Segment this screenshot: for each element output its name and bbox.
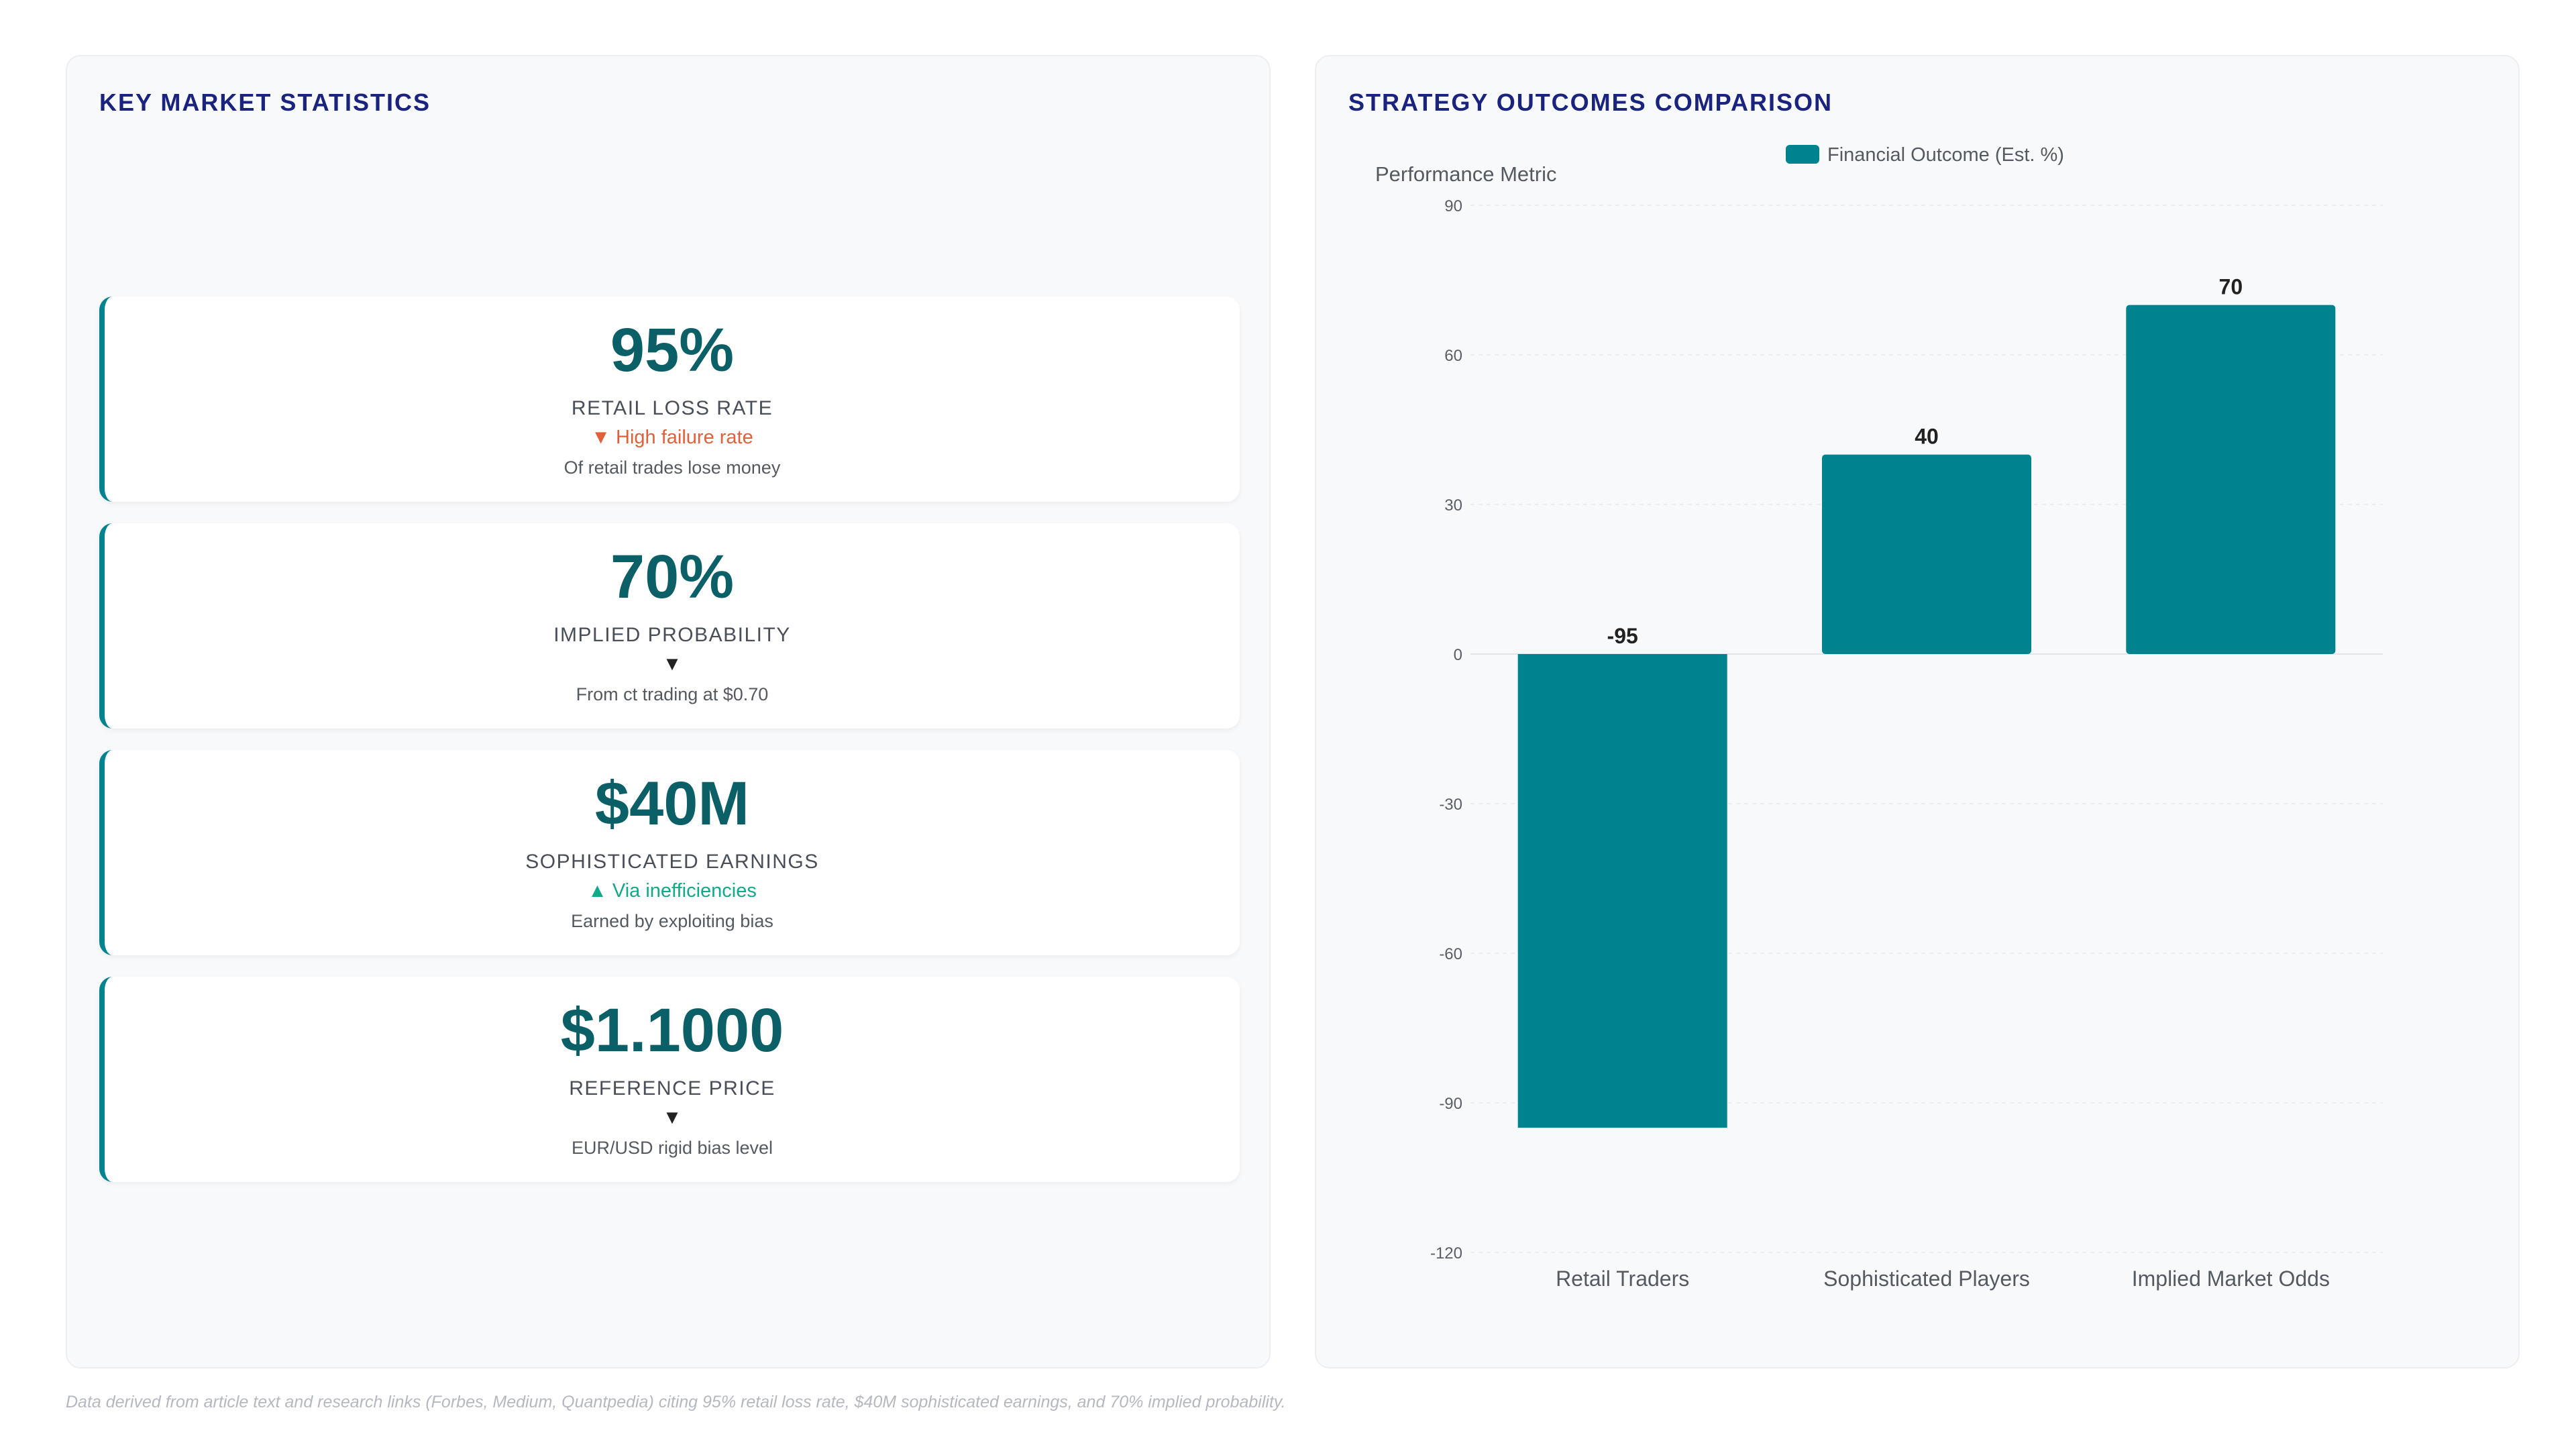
bar [1517,654,1727,1128]
stat-trend: ▼ [662,653,682,675]
stat-value: $1.1000 [560,996,784,1065]
stat-label: RETAIL LOSS RATE [571,397,773,419]
stat-description: Of retail trades lose money [564,458,781,478]
y-tick-label: 0 [1454,646,1462,664]
footnote: Data derived from article text and resea… [66,1393,1286,1411]
panel-title: KEY MARKET STATISTICS [99,89,431,116]
stat-label: SOPHISTICATED EARNINGS [525,851,819,873]
stat-description: From ct trading at $0.70 [576,684,769,704]
stat-card-reference-price: $1.1000 REFERENCE PRICE ▼ EUR/USD rigid … [99,977,1240,1182]
stat-trend: ▼ [662,1107,682,1128]
stat-card-sophisticated-earnings: $40M SOPHISTICATED EARNINGS ▲ Via ineffi… [99,750,1240,955]
y-tick-label: 90 [1444,197,1462,215]
stat-card-implied-probability: 70% IMPLIED PROBABILITY ▼ From ct tradin… [99,523,1240,729]
legend-label: Financial Outcome (Est. %) [1827,144,2064,166]
stat-value: 95% [610,316,735,384]
strategy-outcomes-panel: STRATEGY OUTCOMES COMPARISON 90 60 30 0 -30 -… [1315,55,2520,1368]
stat-trend: ▲ Via inefficiencies [588,880,757,902]
y-tick-label: -30 [1439,796,1462,814]
stat-label: IMPLIED PROBABILITY [553,624,791,646]
bar [1822,454,2031,654]
bar-chart: 90 60 30 0 -30 -60 -90 -120 Performance Metric Fi… [1375,144,2383,1291]
y-axis-title: Performance Metric [1375,162,1556,186]
data-label: 40 [1915,425,1939,449]
x-tick-label: Retail Traders [1556,1267,1689,1291]
stat-value: 70% [610,543,735,611]
stat-description: Earned by exploiting bias [571,911,773,931]
stat-trend: ▼ High failure rate [591,427,753,448]
y-tick-label: 30 [1444,496,1462,515]
y-tick-label: -60 [1439,945,1462,963]
y-tick-label: -120 [1430,1244,1462,1263]
data-label: -95 [1607,624,1638,648]
bar [2126,305,2336,655]
y-tick-label: -90 [1439,1095,1462,1113]
stat-description: EUR/USD rigid bias level [571,1138,773,1158]
stat-card-retail-loss: 95% RETAIL LOSS RATE ▼ High failure rate… [99,297,1240,502]
panel-title: STRATEGY OUTCOMES COMPARISON [1348,89,1833,116]
y-tick-label: 60 [1444,347,1462,365]
x-tick-label: Sophisticated Players [1823,1267,2030,1291]
key-market-statistics-panel: KEY MARKET STATISTICS 95% RETAIL LOSS RA… [66,55,1271,1368]
stat-value: $40M [594,769,750,838]
data-label: 70 [2219,275,2243,299]
legend-swatch [1786,145,1819,164]
x-tick-label: Implied Market Odds [2132,1267,2330,1291]
stat-label: REFERENCE PRICE [569,1077,775,1099]
